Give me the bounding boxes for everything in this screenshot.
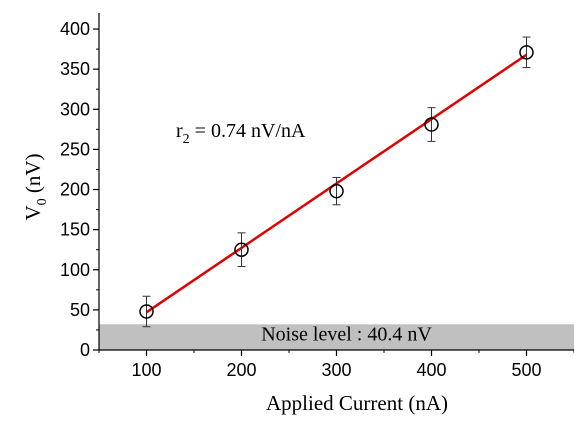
- noise-label: Noise level : 40.4 nV: [261, 323, 432, 345]
- data-point: [139, 304, 154, 319]
- x-axis-title: Applied Current (nA): [266, 391, 448, 415]
- data-point: [424, 117, 439, 132]
- x-tick-label: 500: [511, 360, 541, 380]
- y-tick-label: 400: [60, 19, 90, 39]
- y-tick-label: 250: [60, 139, 90, 159]
- noise-band: [99, 324, 574, 350]
- x-tick-label: 100: [131, 360, 161, 380]
- y-tick-label: 50: [70, 300, 90, 320]
- y-tick-label: 100: [60, 260, 90, 280]
- y-tick-label: 350: [60, 59, 90, 79]
- y-axis-title: V0 (nV): [21, 153, 50, 220]
- x-ticks: 100 200 300 400 500: [98, 350, 574, 380]
- x-tick-label: 300: [321, 360, 351, 380]
- data-points: [139, 36, 534, 328]
- y-tick-label: 150: [60, 220, 90, 240]
- y-tick-label: 0: [80, 340, 90, 360]
- y-ticks: 0 50 100 150 200 250 300 350 400: [60, 19, 99, 360]
- y-tick-label: 300: [60, 99, 90, 119]
- x-tick-label: 200: [226, 360, 256, 380]
- data-point: [329, 183, 344, 199]
- data-point: [234, 242, 249, 257]
- slope-annotation: r2 = 0.74 nV/nA: [176, 120, 306, 147]
- data-point: [519, 45, 534, 60]
- y-tick-label: 200: [60, 180, 90, 200]
- x-tick-label: 400: [416, 360, 446, 380]
